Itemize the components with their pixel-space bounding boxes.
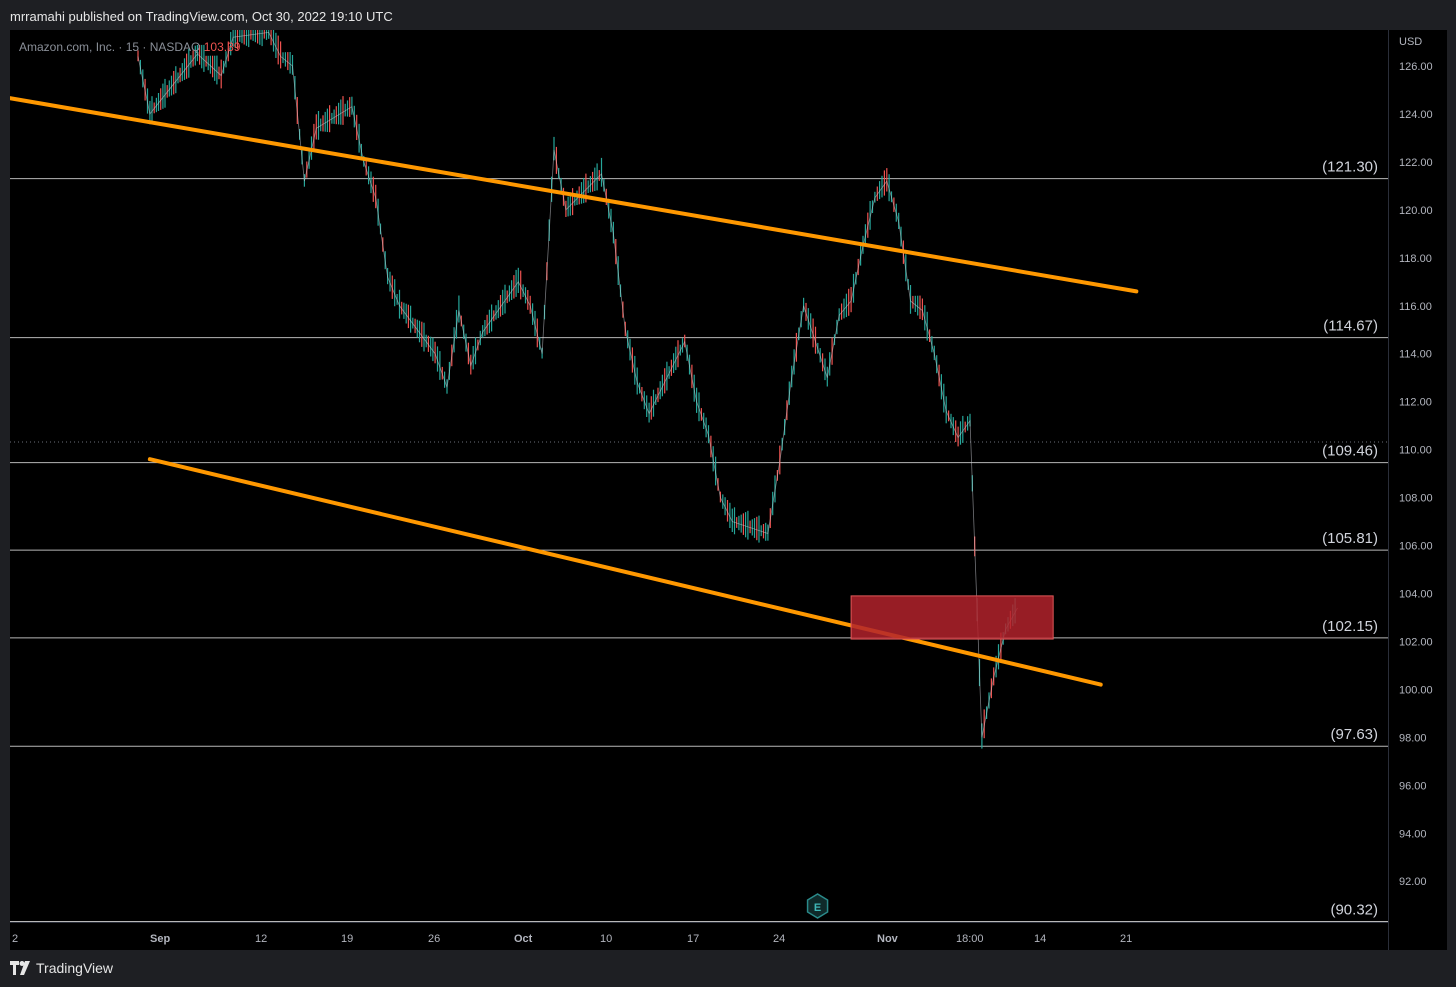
earnings-letter: E (814, 902, 821, 914)
x-tick-8: 24 (773, 933, 785, 945)
tradingview-icon (10, 961, 30, 975)
y-tick-5: 116.00 (1399, 301, 1432, 313)
level-label-0: (121.30) (1322, 159, 1378, 176)
level-label-2: (109.46) (1322, 443, 1378, 460)
x-tick-0: 2 (12, 933, 18, 945)
publisher-line: mrramahi published on TradingView.com, O… (10, 9, 393, 24)
y-tick-9: 108.00 (1399, 493, 1433, 505)
y-tick-16: 94.00 (1399, 828, 1427, 840)
price-chart-svg[interactable]: (121.30) (114.67) (109.46) (105.81) (102.15)… (0, 17, 1388, 950)
earnings-hexagon (806, 893, 829, 919)
tradingview-logo[interactable]: TradingView (10, 960, 113, 976)
level-label-5: (97.63) (1330, 726, 1378, 743)
publish-header: mrramahi published on TradingView.com, O… (0, 0, 1456, 30)
time-axis[interactable]: 2 Sep 12 19 26 Oct 10 17 24 Nov 18:00 14 21 (10, 922, 1388, 951)
y-tick-11: 104.00 (1399, 588, 1433, 600)
level-label-3: (105.81) (1322, 530, 1378, 547)
price-path (137, 31, 1018, 738)
chart-area[interactable]: (121.30) (114.67) (109.46) (105.81) (102.15)… (0, 17, 1388, 950)
time-axis-svg: 2 Sep 12 19 26 Oct 10 17 24 Nov 18:00 14 21 (12, 933, 1132, 945)
symbol-name: Amazon.com, Inc. · 15 · NASDAQ (19, 40, 201, 54)
upper-channel-trendline (0, 94, 1139, 294)
x-tick-11: 14 (1034, 933, 1046, 945)
level-label-4: (102.15) (1322, 618, 1378, 635)
x-tick-3: 19 (341, 933, 353, 945)
symbol-legend: Amazon.com, Inc. · 15 · NASDAQ 103.39 (19, 40, 240, 54)
x-tick-6: 10 (600, 933, 612, 945)
y-tick-13: 100.00 (1399, 684, 1433, 696)
x-tick-1: Sep (150, 933, 170, 945)
y-tick-12: 102.00 (1399, 636, 1433, 648)
y-tick-0: 126.00 (1399, 61, 1433, 73)
y-tick-2: 122.00 (1399, 157, 1433, 169)
level-label-6: (90.32) (1330, 902, 1378, 919)
x-tick-2: 12 (255, 933, 267, 945)
y-tick-10: 106.00 (1399, 541, 1433, 553)
y-tick-6: 114.00 (1399, 349, 1432, 361)
y-tick-3: 120.00 (1399, 205, 1433, 217)
x-tick-7: 17 (687, 933, 699, 945)
x-tick-10: 18:00 (956, 933, 984, 945)
last-price: 103.39 (203, 40, 241, 54)
lower-channel-trendline (147, 457, 1103, 687)
earnings-marker-icon: E (806, 893, 829, 919)
y-tick-4: 118.00 (1399, 253, 1432, 265)
footer: TradingView (0, 950, 1456, 987)
y-tick-17: 92.00 (1399, 876, 1427, 888)
axis-currency: USD (1399, 36, 1422, 48)
x-tick-9: Nov (877, 933, 899, 945)
resistance-zone (850, 595, 1054, 640)
x-tick-12: 21 (1120, 933, 1132, 945)
level-label-1: (114.67) (1323, 318, 1378, 335)
y-tick-14: 98.00 (1399, 732, 1427, 744)
x-tick-5: Oct (514, 933, 533, 945)
price-axis-svg: USD 126.00 124.00 122.00 120.00 118.00 116.00 1… (1399, 36, 1433, 888)
y-tick-7: 112.00 (1399, 397, 1432, 409)
y-tick-8: 110.00 (1399, 445, 1432, 457)
x-tick-4: 26 (428, 933, 440, 945)
price-series (137, 17, 1016, 749)
price-axis[interactable]: USD 126.00 124.00 122.00 120.00 118.00 116.00 1… (1388, 30, 1447, 950)
y-tick-15: 96.00 (1399, 780, 1427, 792)
y-tick-1: 124.00 (1399, 109, 1433, 121)
brand-name: TradingView (36, 960, 114, 976)
